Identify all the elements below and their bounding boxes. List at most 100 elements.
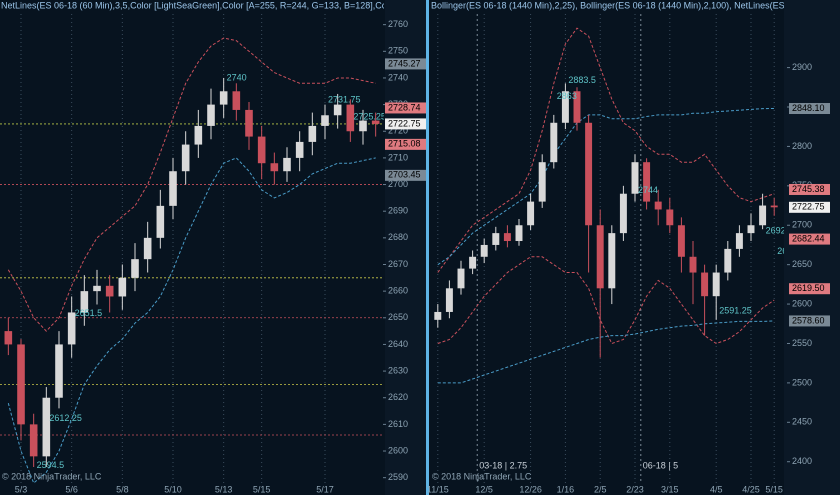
price-badge-label: 2722.75 [388,118,421,128]
candle-body [42,397,51,457]
candle-body [321,115,329,126]
chart-panel: Bollinger(ES 06-18 (1440 Min),2,25), Bol… [431,0,840,483]
price-badge-label: 2715.08 [388,139,421,149]
candle-body [573,91,581,123]
candle-body [55,344,63,398]
candle-body [712,272,720,297]
price-badge-label: 2619.50 [792,283,825,293]
y-tick-label: 2760 [388,19,408,29]
candle-body [492,233,500,245]
candle-body [270,163,279,172]
band-line [7,157,376,484]
price-label: 2591.25 [719,305,752,315]
y-tick-label: 2590 [388,472,408,482]
candle-body [17,344,25,425]
candle-body [503,233,511,242]
candle-body [67,312,76,345]
y-tick-label: 2650 [792,259,812,269]
chart-title: NetLines(ES 06-18 (60 Min),3,5,Color [Li… [1,0,482,10]
x-tick-label: 2/23 [626,484,644,494]
price-badge [789,283,830,295]
candle-body [80,291,89,313]
candle-body [29,424,38,457]
y-tick-label: 2680 [388,232,408,242]
x-tick-label: 5/10 [164,484,182,494]
x-tick-label: 4/5 [710,484,723,494]
price-label: 2594.5 [37,460,65,470]
y-tick-label: 2740 [388,72,408,82]
price-label: 2731.75 [328,94,361,104]
price-label: 2666.5 [777,246,805,256]
chart-title: Bollinger(ES 06-18 (1440 Min),2,25), Bol… [431,0,840,10]
y-tick-label: 2690 [388,206,408,216]
x-tick-label: 5/6 [65,484,78,494]
marker-label: 03-18 | 2.75 [479,460,527,470]
x-tick-label: 5/17 [316,484,334,494]
candle-body [585,122,593,226]
price-badge-label: 2703.45 [388,170,421,180]
price-badge-label: 2745.27 [388,58,421,68]
x-tick-label: 5/13 [215,484,233,494]
price-badge [385,138,426,150]
band-line [437,108,775,266]
price-label: 2744 [638,185,658,195]
candle-body [118,277,127,297]
candle-body [143,237,152,260]
copyright: © 2018 NinjaTrader, LLC [432,471,532,481]
divider [426,0,429,495]
price-label: 2863 [557,91,577,101]
x-tick-label: 4/25 [742,484,760,494]
x-tick-label: 5/8 [116,484,129,494]
x-tick-label: 5/3 [15,484,28,494]
price-badge-label: 2728.74 [388,102,421,112]
candle-body [156,205,165,238]
candle-body [346,104,355,132]
y-tick-label: 2610 [388,419,408,429]
candle-body [689,256,697,273]
candle-body [308,125,317,142]
x-tick-label: 1/16 [557,484,575,494]
candle-body [701,272,709,297]
price-label: 2740 [227,72,247,82]
band-line [437,27,775,273]
candle-body [538,162,546,202]
x-tick-label: 11/15 [427,484,449,494]
axis-strip [784,0,840,495]
candle-body [207,104,215,126]
price-label: 2883.5 [568,75,596,85]
band-line [437,256,775,345]
candle-body [654,201,662,210]
x-tick-label: 5/15 [253,484,271,494]
price-badge [789,201,830,213]
candle-body [283,157,291,172]
price-label: 2692.75 [766,225,799,235]
y-tick-label: 2700 [388,179,408,189]
candle-body [515,225,523,242]
candle-body [770,205,778,208]
candle-body [4,331,13,345]
price-badge [789,233,830,245]
candle-body [131,259,139,278]
price-badge-label: 2722.75 [792,202,825,212]
candle-body [169,171,177,206]
candle-body [561,91,569,123]
price-badge-label: 2578.60 [792,315,825,325]
chart-panel: NetLines(ES 06-18 (60 Min),3,5,Color [Li… [0,0,482,484]
candle-body [93,285,101,292]
y-tick-label: 2640 [388,339,408,349]
candle-body [457,268,465,289]
candle-body [333,104,342,116]
candle-body [445,288,453,312]
x-tick-label: 3/15 [661,484,679,494]
candle-body [677,225,685,257]
candle-body [245,109,253,137]
price-badge [385,102,426,114]
price-badge [789,183,830,195]
candle-body [359,120,367,132]
candle-body [666,209,674,226]
candle-body [232,91,241,110]
candle-body [596,225,604,289]
y-tick-label: 2750 [388,46,408,56]
x-tick-label: 2/5 [594,484,607,494]
price-badge [789,315,830,327]
